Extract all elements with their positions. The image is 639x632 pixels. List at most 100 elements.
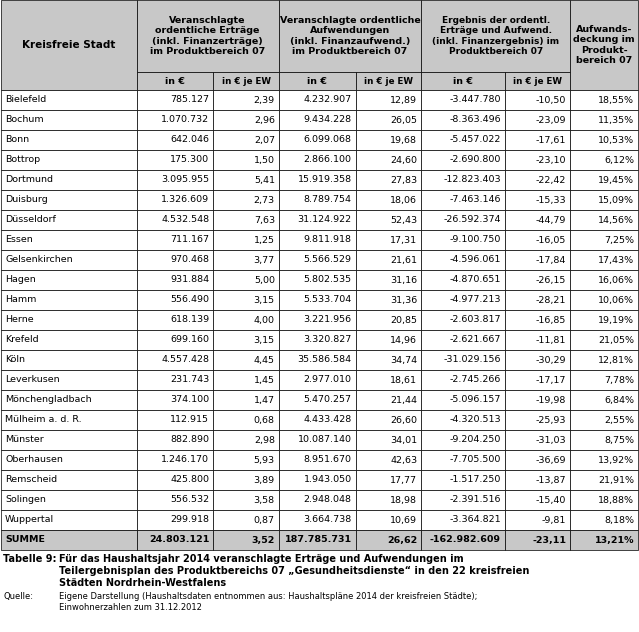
Bar [421,250,505,270]
Text: 3.664.738: 3.664.738 [304,516,351,525]
Bar [1,530,137,550]
Bar [279,110,356,130]
Bar [213,230,279,250]
Bar [213,490,279,510]
Text: 15,09%: 15,09% [598,195,634,205]
Bar [137,470,213,490]
Text: 17,43%: 17,43% [598,255,634,265]
Text: Bielefeld: Bielefeld [5,95,46,104]
Bar [421,230,505,250]
Text: 10,69: 10,69 [390,516,417,525]
Text: -31,03: -31,03 [535,435,566,444]
Bar [356,170,421,190]
Text: -5.096.157: -5.096.157 [449,396,501,404]
Bar [356,490,421,510]
Bar [505,170,570,190]
Bar [356,210,421,230]
Text: 7,63: 7,63 [254,216,275,224]
Bar [279,430,356,450]
Bar [1,490,137,510]
Bar [137,130,213,150]
Bar [279,90,356,110]
Bar [505,210,570,230]
Text: 2,55%: 2,55% [604,415,634,425]
Text: 231.743: 231.743 [170,375,210,384]
Bar [570,450,638,470]
Text: Leverkusen: Leverkusen [5,375,59,384]
Text: 10,53%: 10,53% [598,135,634,145]
Text: -16,85: -16,85 [536,315,566,324]
Text: 699.160: 699.160 [171,336,210,344]
Bar [279,290,356,310]
Bar [1,90,137,110]
Bar [1,370,137,390]
Text: Quelle:: Quelle: [3,592,33,601]
Text: 0,68: 0,68 [254,415,275,425]
Bar [505,310,570,330]
Text: -31.029.156: -31.029.156 [443,355,501,365]
Text: 3,15: 3,15 [254,296,275,305]
Text: 18,55%: 18,55% [598,95,634,104]
Text: 31.124.922: 31.124.922 [298,216,351,224]
Bar [279,390,356,410]
Bar [505,230,570,250]
Bar [213,450,279,470]
Bar [1,250,137,270]
Text: -23,09: -23,09 [535,116,566,125]
Text: 1.326.609: 1.326.609 [161,195,210,205]
Text: 6,12%: 6,12% [604,155,634,164]
Bar [279,470,356,490]
Bar [570,190,638,210]
Bar [1,390,137,410]
Text: 12,89: 12,89 [390,95,417,104]
Bar [213,150,279,170]
Text: in € je EW: in € je EW [222,76,270,85]
Bar [356,110,421,130]
Bar [356,510,421,530]
Text: 24.803.121: 24.803.121 [149,535,210,545]
Text: 1,45: 1,45 [254,375,275,384]
Text: 2.948.048: 2.948.048 [304,495,351,504]
Bar [1,170,137,190]
Bar [421,90,505,110]
Text: Hamm: Hamm [5,296,36,305]
Text: -15,33: -15,33 [535,195,566,205]
Text: 21,91%: 21,91% [598,475,634,485]
Bar [570,110,638,130]
Text: -17,84: -17,84 [536,255,566,265]
Bar [137,170,213,190]
Bar [213,130,279,150]
Bar [356,530,421,550]
Bar [505,190,570,210]
Text: Mönchengladbach: Mönchengladbach [5,396,91,404]
Text: 1,50: 1,50 [254,155,275,164]
Bar [279,450,356,470]
Text: Wuppertal: Wuppertal [5,516,54,525]
Bar [213,390,279,410]
Text: -44,79: -44,79 [536,216,566,224]
Bar [279,510,356,530]
Bar [505,330,570,350]
Text: Aufwands-
deckung im
Produkt-
bereich 07: Aufwands- deckung im Produkt- bereich 07 [573,25,635,64]
Text: SUMME: SUMME [5,535,45,545]
Text: 3.221.956: 3.221.956 [304,315,351,324]
Bar [570,470,638,490]
Bar [137,210,213,230]
Text: 26,60: 26,60 [390,415,417,425]
Bar [279,72,356,90]
Text: -3.447.780: -3.447.780 [449,95,501,104]
Text: Bottrop: Bottrop [5,155,40,164]
Bar [1,110,137,130]
Bar [421,470,505,490]
Bar [356,370,421,390]
Text: Köln: Köln [5,355,25,365]
Bar [137,310,213,330]
Bar [421,330,505,350]
Bar [279,370,356,390]
Bar [356,470,421,490]
Text: -7.463.146: -7.463.146 [449,195,501,205]
Bar [505,90,570,110]
Text: -30,29: -30,29 [535,355,566,365]
Text: 2,07: 2,07 [254,135,275,145]
Text: Für das Haushaltsjahr 2014 veranschlagte Erträge und Aufwendungen im
Teilergebni: Für das Haushaltsjahr 2014 veranschlagte… [59,554,529,588]
